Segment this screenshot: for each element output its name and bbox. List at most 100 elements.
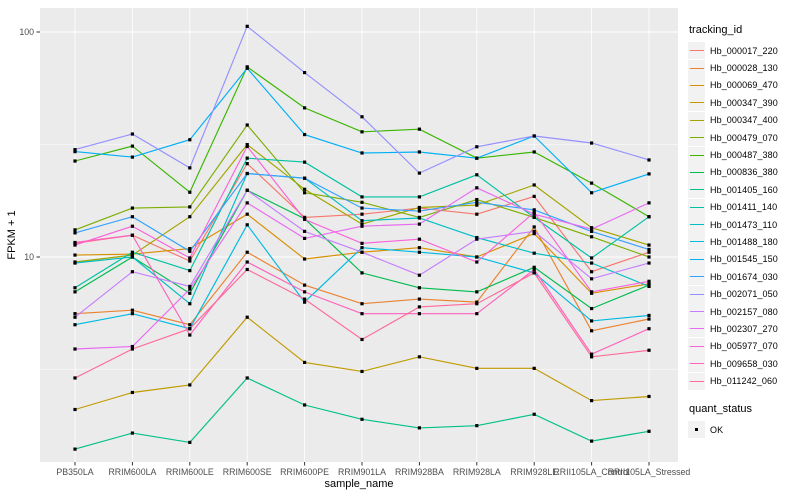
x-tick-label: RRIM928BA: [395, 467, 444, 477]
data-point: [417, 195, 421, 199]
legend-key-line-icon: [688, 59, 705, 77]
data-point: [73, 243, 77, 247]
data-point: [417, 273, 421, 277]
data-point: [303, 300, 307, 304]
legend-key-line-icon: [688, 42, 705, 60]
data-point: [130, 270, 134, 274]
data-point: [73, 286, 77, 290]
data-point: [475, 156, 479, 160]
data-point: [647, 247, 651, 252]
data-point: [245, 376, 249, 380]
data-point: [188, 249, 192, 253]
data-point: [303, 191, 307, 195]
legend-key-line-icon: [688, 337, 705, 355]
data-point: [303, 187, 307, 191]
data-point: [532, 232, 536, 236]
data-point: [417, 312, 421, 316]
data-point: [245, 250, 249, 254]
y-tick-label: 10: [24, 252, 34, 262]
data-point: [475, 302, 479, 306]
data-point: [590, 229, 594, 233]
legend-item: Hb_001405_160: [688, 181, 800, 199]
data-point: [590, 355, 594, 359]
data-point: [532, 271, 536, 275]
data-point: [360, 212, 364, 216]
x-tick-label: RRIM600LE: [166, 467, 214, 477]
data-point: [303, 71, 307, 75]
x-tick-label: RRIM928LA: [453, 467, 501, 477]
data-point: [360, 302, 364, 306]
data-point: [130, 144, 134, 148]
x-tick-label: RRIM600SE: [223, 467, 272, 477]
legend-key-line-icon: [688, 268, 705, 286]
data-point: [590, 439, 594, 443]
data-point: [245, 156, 249, 160]
data-point: [303, 176, 307, 180]
data-point: [417, 150, 421, 154]
data-point: [360, 151, 364, 155]
data-point: [73, 312, 77, 316]
legend-key-line-icon: [688, 129, 705, 147]
data-point: [475, 186, 479, 190]
data-point: [647, 172, 651, 176]
data-point: [532, 215, 536, 219]
data-point: [73, 228, 77, 232]
data-point: [303, 217, 307, 221]
legend-item-label: Hb_001488_180: [710, 236, 778, 247]
data-point: [532, 412, 536, 416]
data-point: [360, 369, 364, 374]
data-point: [475, 197, 479, 202]
data-point: [245, 212, 249, 216]
legend-quant-items: OK: [688, 421, 800, 438]
legend-key-line-icon: [688, 233, 705, 251]
legend-item-label: Hb_001545_150: [710, 254, 778, 265]
data-point: [475, 145, 479, 149]
data-point: [590, 319, 594, 323]
x-tick-label: RRII105LA_Control: [553, 467, 629, 477]
data-point: [475, 203, 479, 207]
data-point: [130, 347, 134, 351]
legend-key-line-icon: [688, 372, 705, 390]
data-point: [360, 200, 364, 204]
legend-item-label: Hb_002307_270: [710, 323, 778, 334]
data-point: [73, 150, 77, 154]
data-point: [532, 251, 536, 255]
data-point: [303, 290, 307, 294]
data-point: [303, 229, 307, 233]
data-point: [360, 417, 364, 421]
data-point: [532, 150, 536, 154]
data-point: [73, 240, 77, 245]
legend-item: Hb_000069_470: [688, 76, 800, 94]
data-point: [188, 205, 192, 209]
data-point: [73, 148, 77, 152]
data-point: [360, 115, 364, 119]
data-point: [475, 237, 479, 241]
data-point: [303, 257, 307, 261]
data-point: [188, 440, 192, 444]
legend-item: Hb_001411_140: [688, 198, 800, 216]
legend-item-label: Hb_001674_030: [710, 271, 778, 282]
data-point: [590, 306, 594, 311]
legend-item: Hb_011242_060: [688, 372, 800, 390]
data-point: [73, 159, 77, 163]
data-point: [532, 183, 536, 187]
y-tick-label: 100: [19, 27, 34, 37]
data-point: [647, 429, 651, 433]
legend-item: Hb_000347_400: [688, 111, 800, 129]
data-point: [532, 134, 536, 138]
data-point: [475, 366, 479, 370]
data-point: [188, 383, 192, 387]
data-point: [245, 171, 249, 176]
data-point: [188, 138, 192, 142]
data-point: [590, 227, 594, 231]
legend-item: Hb_000017_220: [688, 42, 800, 60]
data-point: [417, 286, 421, 290]
data-point: [188, 302, 192, 306]
data-point: [475, 260, 479, 264]
x-tick-label: PB350LA: [56, 467, 93, 477]
data-point: [475, 255, 479, 259]
x-tick-label: RRIM600PE: [280, 467, 329, 477]
data-point: [130, 224, 134, 228]
